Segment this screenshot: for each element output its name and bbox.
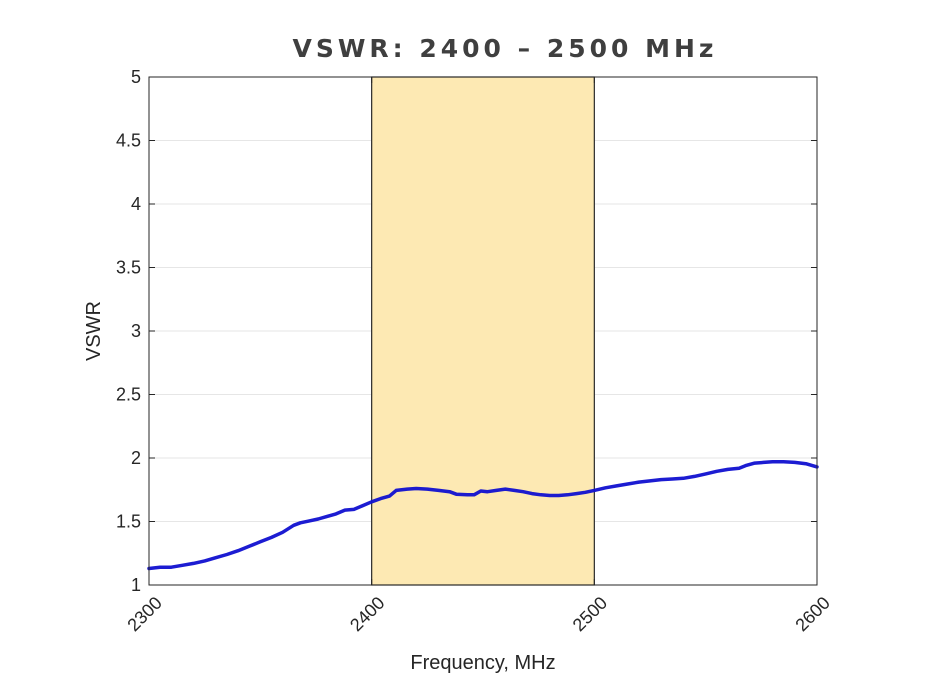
y-tick-label-4: 3 [131, 321, 141, 341]
x-tick-label-2: 2500 [569, 593, 611, 635]
y-tick-label-1: 1.5 [116, 512, 141, 532]
series-group [147, 460, 819, 571]
y-tick-label-2: 2 [131, 448, 141, 468]
y-tick-label-3: 2.5 [116, 385, 141, 405]
chart-title: VSWR: 2400 – 2500 MHz [292, 34, 717, 63]
x-axis-label: Frequency, MHz [410, 652, 555, 674]
y-tick-label-0: 1 [131, 575, 141, 595]
highlight-band [371, 76, 595, 586]
x-tick-label-0: 2300 [123, 593, 165, 635]
y-tick-label-6: 4 [131, 194, 141, 214]
x-tick-label-1: 2400 [346, 593, 388, 635]
y-tick-label-8: 5 [131, 67, 141, 87]
y-tick-label-7: 4.5 [116, 131, 141, 151]
y-tick-label-5: 3.5 [116, 258, 141, 278]
series-line-0 [147, 460, 819, 571]
x-tick-label-3: 2600 [791, 593, 833, 635]
y-axis-label: VSWR [83, 301, 105, 361]
